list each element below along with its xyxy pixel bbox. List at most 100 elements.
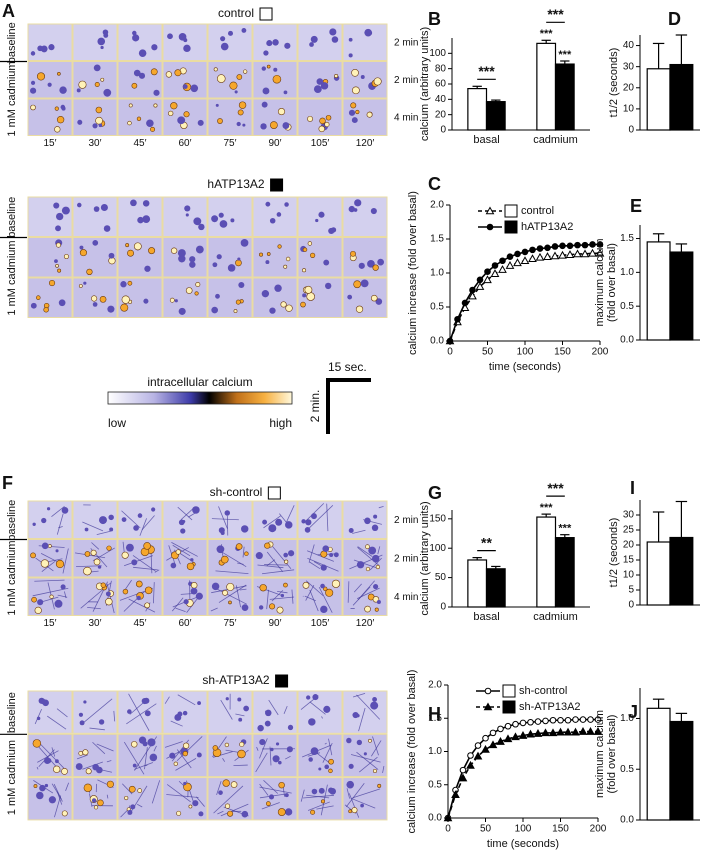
col-label: 120′ bbox=[356, 138, 375, 149]
bar bbox=[485, 568, 506, 608]
cell-body bbox=[215, 293, 220, 299]
neurite bbox=[283, 705, 288, 714]
cell-body bbox=[92, 302, 98, 307]
cell-body bbox=[153, 89, 160, 96]
cell-body bbox=[106, 780, 114, 788]
cell-body bbox=[131, 559, 138, 566]
cell-body bbox=[59, 86, 67, 94]
cell-body bbox=[144, 586, 153, 595]
cell-body bbox=[216, 545, 225, 554]
cell-body bbox=[144, 710, 151, 717]
cell-body bbox=[348, 109, 356, 116]
neurite bbox=[56, 513, 64, 535]
x-tick-label: 100 bbox=[517, 347, 534, 358]
cell-body bbox=[167, 33, 173, 40]
col-label: 90′ bbox=[269, 618, 282, 629]
cell-body bbox=[354, 199, 362, 207]
cell-body bbox=[143, 542, 151, 550]
group-title: hATP13A2 bbox=[207, 177, 264, 191]
cell-body bbox=[183, 44, 191, 53]
x-axis-label: time (seconds) bbox=[489, 361, 561, 373]
cell-body bbox=[57, 268, 62, 273]
cell-body bbox=[60, 584, 66, 590]
x-tick-label: 0 bbox=[447, 347, 453, 358]
cell-body bbox=[53, 202, 60, 209]
neurite bbox=[347, 581, 350, 603]
tile-bg bbox=[342, 196, 388, 237]
neurite bbox=[272, 546, 292, 570]
cell-body bbox=[235, 543, 243, 550]
cell-body bbox=[33, 784, 38, 788]
micrograph-tile bbox=[297, 23, 343, 61]
cell-body bbox=[108, 252, 115, 259]
legend-label: sh-ATP13A2 bbox=[519, 701, 581, 713]
y-tick-label: 150 bbox=[429, 513, 446, 524]
cell-body bbox=[93, 558, 101, 566]
side-label: 4 min bbox=[394, 112, 418, 123]
cell-body bbox=[40, 698, 47, 705]
marker bbox=[574, 241, 581, 249]
cell-body bbox=[147, 738, 156, 747]
micrograph-tile bbox=[207, 196, 253, 237]
cell-body bbox=[120, 281, 127, 288]
bar bbox=[669, 720, 694, 821]
marker bbox=[578, 727, 588, 735]
marker bbox=[536, 245, 544, 252]
neurite bbox=[210, 607, 218, 612]
cell-body bbox=[183, 742, 190, 749]
neurite bbox=[306, 550, 335, 562]
neurite bbox=[357, 580, 375, 600]
neurite bbox=[318, 586, 333, 613]
marker bbox=[454, 315, 461, 323]
panel-letter: I bbox=[630, 478, 635, 498]
legend-swatch bbox=[502, 700, 516, 714]
micrograph-tile bbox=[252, 690, 298, 734]
cell-body bbox=[49, 594, 54, 599]
cell-body bbox=[367, 259, 375, 268]
tile-bg bbox=[342, 98, 388, 136]
cell-body bbox=[43, 307, 49, 313]
cell-body bbox=[138, 49, 147, 57]
cell-body bbox=[55, 549, 59, 553]
panel-letter: H bbox=[428, 704, 441, 724]
marker bbox=[476, 276, 484, 284]
cell-body bbox=[178, 307, 186, 315]
cell-body bbox=[132, 763, 137, 768]
y-axis-label: (fold over basal) bbox=[606, 715, 618, 794]
cell-body bbox=[46, 757, 52, 764]
cell-body bbox=[323, 586, 328, 592]
micrograph-tile bbox=[162, 61, 208, 99]
micrograph-tile bbox=[117, 733, 163, 778]
cell-body bbox=[237, 749, 246, 759]
neurite bbox=[51, 505, 65, 517]
cell-body bbox=[183, 38, 188, 43]
marker bbox=[458, 773, 468, 782]
cell-body bbox=[56, 115, 65, 124]
neurite bbox=[309, 561, 321, 570]
tile-bg bbox=[297, 690, 343, 734]
cell-body bbox=[353, 208, 358, 212]
cell-body bbox=[54, 106, 59, 111]
neurite bbox=[41, 596, 59, 603]
cell-body bbox=[55, 264, 59, 268]
cell-body bbox=[61, 810, 68, 817]
marker bbox=[558, 250, 567, 259]
cell-body bbox=[356, 561, 365, 569]
cell-body bbox=[318, 767, 322, 771]
neurite bbox=[196, 796, 205, 807]
cell-body bbox=[270, 121, 278, 129]
cell-body bbox=[142, 200, 150, 207]
micrograph-tile bbox=[162, 539, 208, 578]
cell-body bbox=[368, 738, 372, 743]
tile-bg bbox=[297, 539, 343, 578]
neurite bbox=[176, 736, 203, 762]
tile-bg bbox=[297, 277, 343, 318]
tile-bg bbox=[162, 23, 208, 61]
cell-body bbox=[328, 227, 335, 235]
cell-body bbox=[83, 566, 92, 576]
cell-body bbox=[265, 260, 270, 265]
x-tick-label: 0 bbox=[445, 824, 451, 835]
micrograph-tile bbox=[297, 98, 343, 136]
cell-body bbox=[182, 84, 188, 89]
micrograph-tile bbox=[162, 23, 208, 61]
